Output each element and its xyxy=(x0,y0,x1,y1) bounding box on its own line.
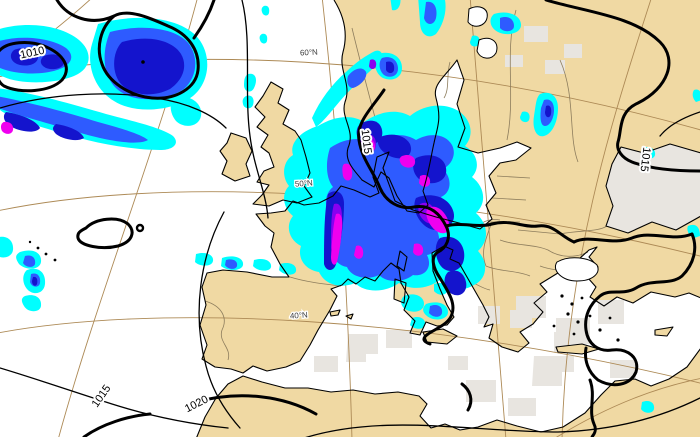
pressure-label-1015-atlantic-south: 1015 xyxy=(90,383,114,410)
latitude-30n-line xyxy=(556,378,700,437)
pressure-label-1015-blacksea: 1015 xyxy=(638,146,653,172)
island-crete xyxy=(555,343,600,355)
isobar-thick-northeast xyxy=(544,0,700,173)
trace-precip-layer xyxy=(300,26,700,416)
pressure-label-1015-denmark: 1015 xyxy=(359,129,374,155)
graticule-label-50n: 50°N xyxy=(295,178,314,188)
meridian-line-4 xyxy=(469,0,507,437)
lake-ladoga xyxy=(467,6,488,27)
isobar-thick-atlantic-loop xyxy=(97,11,200,100)
isobar-closed-cell-west xyxy=(76,217,134,250)
pressure-label-1020: 1020 xyxy=(183,393,210,415)
landmass-ireland xyxy=(220,133,252,181)
graticule-label-40n: 40°N xyxy=(290,310,309,320)
isobar-1010-loop xyxy=(0,41,68,93)
lake-onega xyxy=(476,37,498,59)
islands-balearic xyxy=(329,309,354,320)
graticule-label-60n: 60°N xyxy=(300,48,319,58)
isobar-thick-atlantic-entry xyxy=(55,0,116,22)
island-specks xyxy=(28,60,620,342)
latitude-40n-line xyxy=(0,317,700,384)
isobar-1015-europe xyxy=(357,88,455,346)
coastline-layer xyxy=(28,0,700,437)
island-cyprus xyxy=(654,326,674,337)
sea-of-marmara xyxy=(555,257,599,282)
isobar-1020-southwest-line xyxy=(82,394,318,437)
meridian-line-5 xyxy=(561,0,652,437)
trace-patch-black-sea xyxy=(606,144,700,233)
isobar-thick-anatolia xyxy=(572,232,694,244)
landmass-north-africa xyxy=(196,349,700,437)
